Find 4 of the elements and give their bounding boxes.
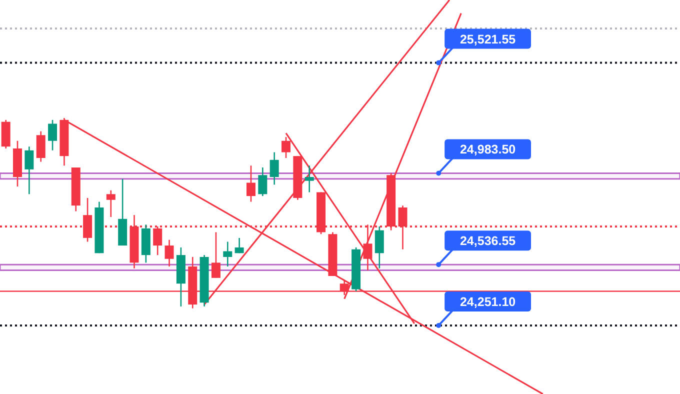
annotation: 24,251.10	[460, 294, 516, 309]
text: 25,521.55	[460, 32, 516, 46]
annotation: 24,983.50	[460, 142, 516, 157]
annotation: 24,536.55	[460, 234, 516, 248]
